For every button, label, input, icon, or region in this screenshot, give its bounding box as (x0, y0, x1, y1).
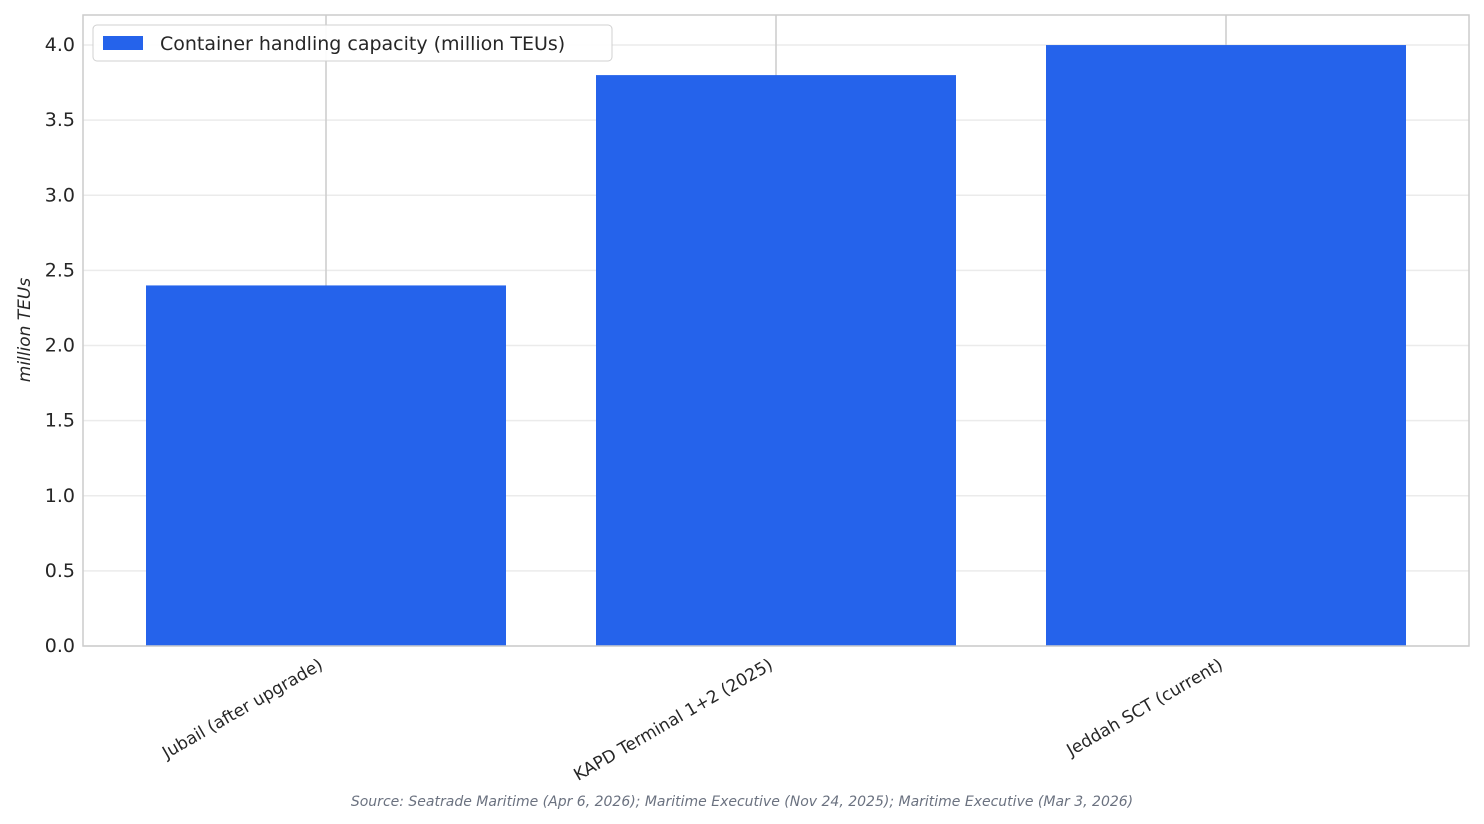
bar (146, 285, 506, 646)
y-axis-label: million TEUs (15, 278, 35, 383)
legend-label: Container handling capacity (million TEU… (160, 33, 565, 55)
y-tick-label: 4.0 (45, 34, 75, 56)
x-tick-label: Jubail (after upgrade) (158, 655, 326, 764)
plot-frame (82, 14, 1470, 647)
legend-box (92, 24, 613, 62)
y-tick-label: 0.0 (45, 635, 75, 657)
bar (1046, 45, 1406, 647)
y-tick-label: 0.5 (45, 560, 75, 582)
bar (596, 75, 956, 647)
source-note: Source: Seatrade Maritime (Apr 6, 2026);… (351, 794, 1133, 810)
y-tick-label: 3.0 (45, 184, 75, 206)
legend-swatch (103, 36, 143, 50)
x-tick-label: KAPD Terminal 1+2 (2025) (571, 655, 777, 785)
x-tick-label: Jeddah SCT (current) (1063, 655, 1227, 761)
y-tick-label: 2.5 (45, 259, 75, 281)
y-tick-label: 3.5 (45, 109, 75, 131)
y-tick-label: 1.5 (45, 410, 75, 432)
y-tick-label: 1.0 (45, 485, 75, 507)
y-tick-label: 2.0 (45, 335, 75, 357)
